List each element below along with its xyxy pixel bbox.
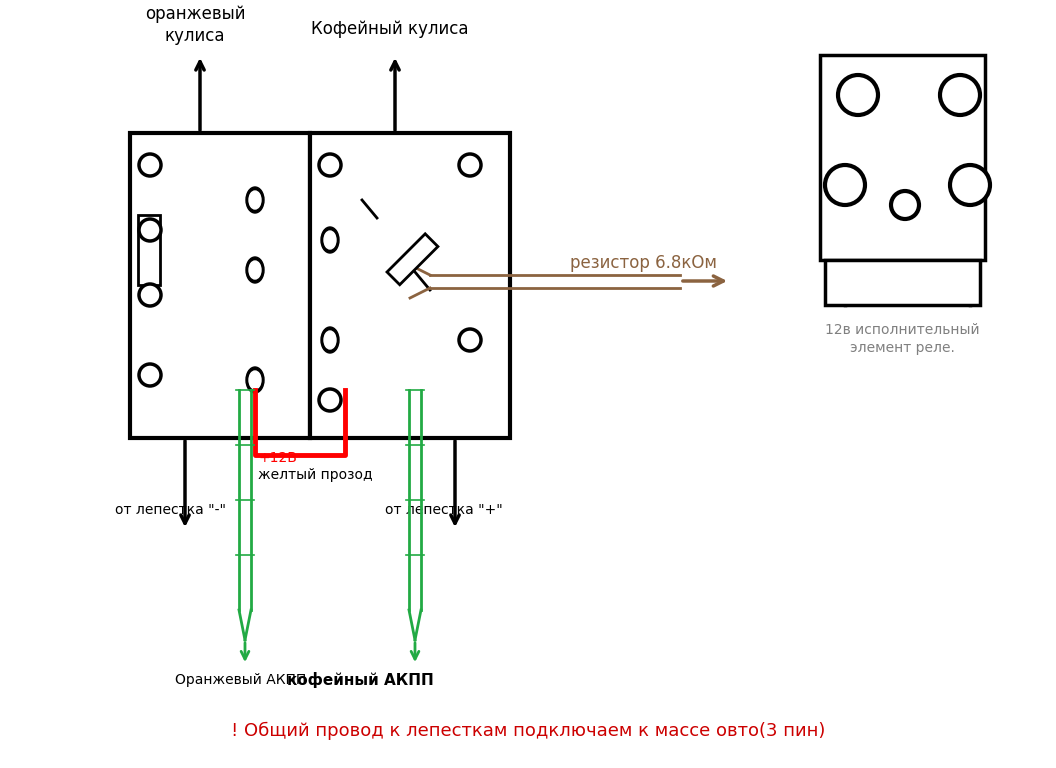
- Text: 1: 1: [893, 164, 902, 178]
- Bar: [310, 133, 510, 438]
- Circle shape: [825, 165, 865, 205]
- Bar: [138, 215, 161, 285]
- Text: оранжевый
кулиса: оранжевый кулиса: [145, 5, 245, 45]
- Text: от лепестка "-": от лепестка "-": [115, 503, 226, 517]
- Circle shape: [950, 165, 991, 205]
- Circle shape: [891, 191, 919, 219]
- Text: ! Общий провод к лепесткам подключаем к массе овто(3 пин): ! Общий провод к лепесткам подключаем к …: [231, 722, 825, 740]
- Text: 12в исполнительный
элемент реле.: 12в исполнительный элемент реле.: [825, 323, 979, 356]
- Bar: [130, 133, 310, 438]
- Text: +12В: +12В: [258, 451, 297, 465]
- Circle shape: [139, 154, 161, 176]
- Text: 3: 3: [840, 111, 849, 125]
- Ellipse shape: [246, 257, 264, 283]
- Ellipse shape: [321, 227, 339, 253]
- Text: Оранжевый АКПП: Оранжевый АКПП: [175, 673, 306, 687]
- Ellipse shape: [324, 231, 336, 249]
- Text: желтый прозод: желтый прозод: [258, 468, 373, 482]
- Ellipse shape: [249, 191, 261, 209]
- Circle shape: [459, 154, 480, 176]
- Circle shape: [940, 75, 980, 115]
- Ellipse shape: [249, 371, 261, 389]
- Circle shape: [139, 284, 161, 306]
- Ellipse shape: [246, 367, 264, 393]
- Ellipse shape: [321, 327, 339, 353]
- Circle shape: [319, 389, 341, 411]
- Text: Кофейный кулиса: Кофейный кулиса: [312, 20, 469, 38]
- Text: от лепестка "+": от лепестка "+": [385, 503, 503, 517]
- Bar: [821, 55, 985, 260]
- Circle shape: [139, 219, 161, 241]
- Circle shape: [459, 329, 480, 351]
- Ellipse shape: [324, 331, 336, 349]
- Bar: [386, 233, 438, 285]
- Circle shape: [319, 154, 341, 176]
- Text: резистор 6.8кОм: резистор 6.8кОм: [570, 254, 717, 272]
- Text: 2: 2: [947, 111, 956, 125]
- Ellipse shape: [249, 261, 261, 279]
- Circle shape: [838, 75, 878, 115]
- Text: кофейный АКПП: кофейный АКПП: [286, 672, 433, 688]
- Circle shape: [139, 364, 161, 386]
- Bar: [825, 260, 980, 305]
- Ellipse shape: [246, 187, 264, 213]
